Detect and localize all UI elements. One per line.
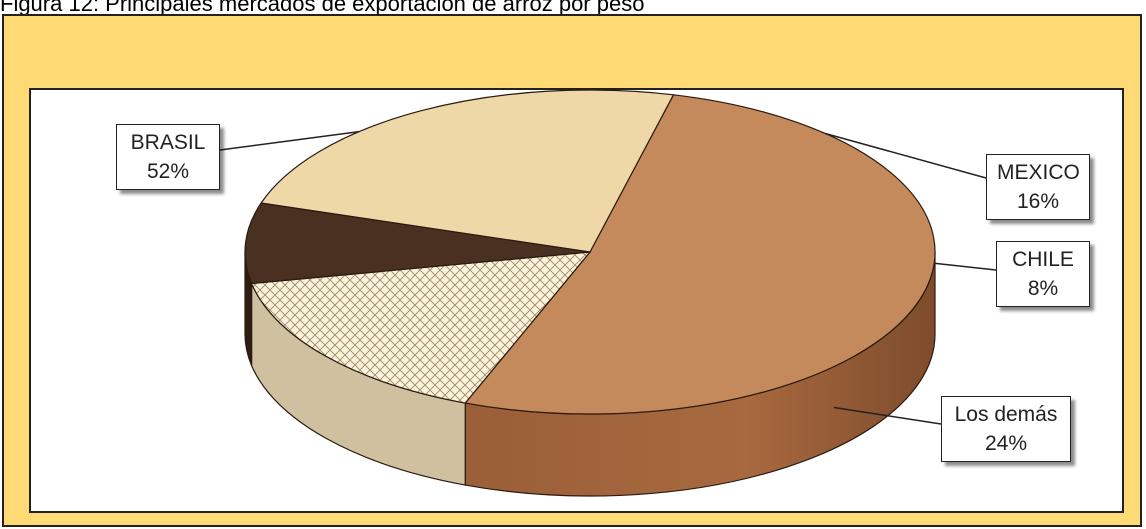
slice-value-brasil: 52% (146, 160, 190, 183)
pie-slice-los-demás (260, 89, 675, 253)
slice-name-mexico: MEXICO (997, 161, 1080, 184)
leader-line-los-demás (833, 406, 942, 425)
leader-line-chile (934, 262, 997, 271)
leader-line-mexico (825, 132, 987, 179)
pie-slice-chile (244, 202, 591, 285)
slice-value-los-demas: 24% (984, 432, 1028, 455)
slice-name-los-demas: Los demás (954, 403, 1058, 426)
pie-slice-mexico (250, 251, 592, 404)
slice-name-chile: CHILE (1012, 248, 1074, 271)
pie-slice-brasil (464, 94, 936, 415)
slice-name-brasil: BRASIL (130, 131, 206, 154)
leader-line-brasil (219, 130, 360, 151)
slice-value-mexico: 16% (1016, 190, 1060, 213)
data-label-chile: CHILE 8% (996, 241, 1090, 307)
data-label-brasil: BRASIL 52% (116, 124, 220, 190)
data-label-los-demas: Los demás 24% (941, 396, 1071, 462)
data-label-mexico: MEXICO 16% (986, 154, 1090, 220)
figure-caption: Figura 12: Principales mercados de expor… (0, 0, 645, 16)
slice-value-chile: 8% (1027, 277, 1059, 300)
